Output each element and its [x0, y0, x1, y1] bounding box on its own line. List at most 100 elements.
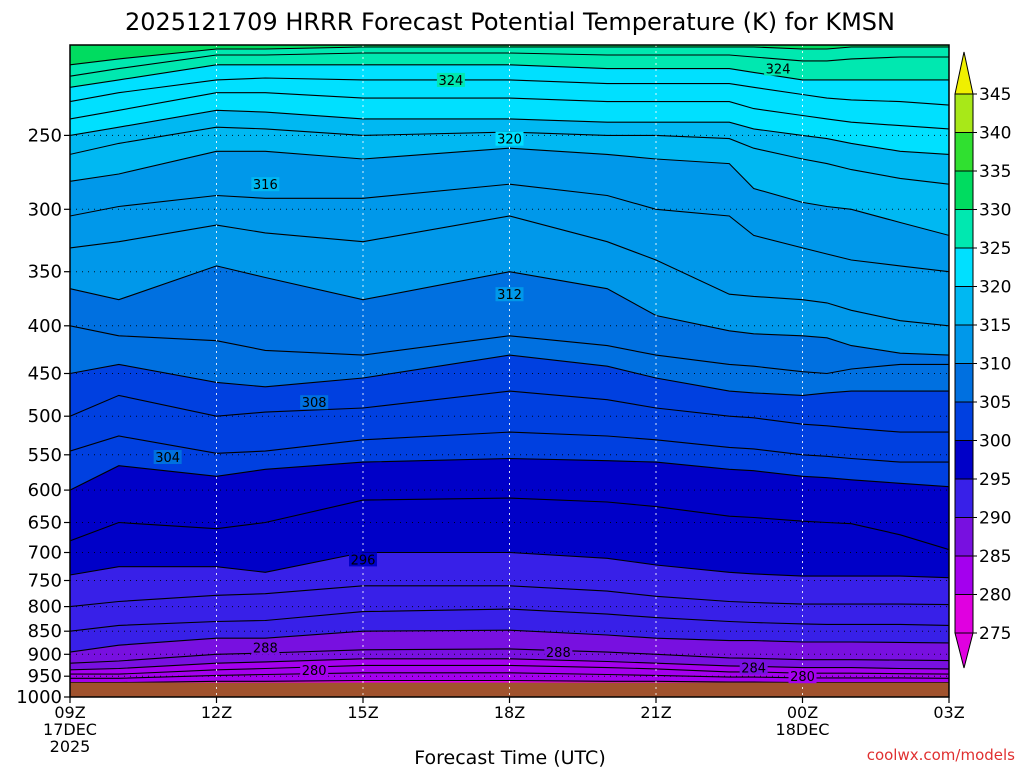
- x-tick-label: 18Z: [494, 703, 525, 722]
- contour-label-bg: [495, 287, 524, 302]
- colorbar: 345 340 335 330 325 320 315 310 305 300 295 290 285 2…: [954, 51, 1011, 669]
- isentrope-292: [70, 608, 949, 632]
- contour-label: 324: [766, 63, 791, 78]
- colorbar-band: [954, 517, 974, 557]
- isentrope-300: [70, 457, 949, 491]
- colorbar-label: 290: [979, 509, 1011, 529]
- colorbar-label: 295: [979, 470, 1011, 490]
- isentrope-304: [70, 390, 949, 433]
- contour-label-bg: [251, 640, 280, 655]
- isentrope-308: [70, 325, 949, 375]
- y-tick-label: 300: [28, 199, 62, 220]
- y-tick-label: 1000: [16, 687, 62, 708]
- colorbar-label: 345: [979, 85, 1011, 105]
- isentrope-306: [70, 354, 949, 396]
- colorbar-band: [954, 324, 974, 364]
- contour-label-bg: [436, 72, 465, 87]
- isentrope-302: [70, 431, 949, 463]
- colorbar-band: [954, 286, 974, 326]
- x-tick-label: 17DEC: [43, 720, 97, 739]
- y-tick-label: 700: [28, 543, 62, 564]
- colorbar-label: 305: [979, 393, 1011, 413]
- colorbar-band: [954, 209, 974, 249]
- colorbar-band: [954, 401, 974, 441]
- x-tick-label: 18DEC: [776, 720, 830, 739]
- isentrope-294: [70, 585, 949, 608]
- colorbar-label: 275: [979, 624, 1011, 644]
- y-tick-label: 350: [28, 262, 62, 283]
- contour-label-bg: [300, 395, 329, 410]
- colorbar-label: 280: [979, 586, 1011, 606]
- isentrope-326: [70, 64, 949, 88]
- isentrope-314: [70, 183, 949, 273]
- contour-label-bg: [788, 669, 817, 684]
- contour-label: 296: [351, 553, 376, 568]
- isentrope-312: [70, 215, 949, 327]
- colorbar-label: 330: [979, 201, 1011, 221]
- credit-text: coolwx.com/models: [867, 746, 1015, 764]
- contour-label-bg: [251, 177, 280, 192]
- contour-label-bg: [349, 552, 377, 567]
- contour-label-bg: [544, 645, 573, 660]
- y-tick-label: 550: [28, 445, 62, 466]
- isentrope-322: [70, 92, 949, 130]
- colorbar-label: 310: [979, 355, 1011, 375]
- x-tick-label: 09Z: [54, 703, 85, 722]
- theta-band-326: [70, 45, 949, 88]
- contour-label: 288: [546, 646, 571, 661]
- colorbar-label: 335: [979, 162, 1011, 182]
- colorbar-band: [954, 594, 974, 634]
- colorbar-band: [954, 478, 974, 518]
- contour-label: 288: [253, 642, 278, 657]
- contour-label: 308: [302, 396, 327, 411]
- x-tick-label: 03Z: [933, 703, 964, 722]
- isentrope-324: [70, 77, 949, 106]
- y-tick-label: 900: [28, 644, 62, 665]
- y-tick-label: 250: [28, 125, 62, 146]
- isentrope-290: [70, 629, 949, 653]
- colorbar-label: 285: [979, 547, 1011, 567]
- y-tick-label: 950: [28, 666, 62, 687]
- colorbar-label: 300: [979, 432, 1011, 452]
- theta-band-328: [70, 45, 949, 77]
- y-tick-label: 600: [28, 480, 62, 501]
- x-axis-label: Forecast Time (UTC): [414, 747, 605, 768]
- isentrope-296: [70, 551, 949, 579]
- contour-label-bg: [153, 450, 182, 465]
- colorbar-band: [954, 440, 974, 480]
- y-tick-label: 800: [28, 597, 62, 618]
- contour-label-bg: [300, 662, 329, 677]
- colorbar-label: 315: [979, 316, 1011, 336]
- y-tick-label: 500: [28, 406, 62, 427]
- ground-below-surface: [70, 682, 949, 697]
- colorbar-band: [954, 247, 974, 287]
- isentrope-284: [70, 664, 949, 675]
- contour-label-layer: 324 324 320 316 312 308 304 296 288 288 284 280 280: [153, 61, 817, 685]
- contour-label: 324: [438, 74, 463, 89]
- colorbar-label: 340: [979, 124, 1011, 144]
- x-tick-label: 2025: [50, 737, 91, 756]
- contour-label: 280: [790, 670, 815, 685]
- colorbar-band: [954, 132, 974, 172]
- contour-label: 316: [253, 178, 278, 193]
- contour-label: 320: [497, 133, 522, 148]
- x-tick-label: 15Z: [347, 703, 378, 722]
- contour-label-bg: [495, 131, 524, 146]
- theta-fill-layer: [70, 45, 949, 697]
- chart-title: 2025121709 HRRR Forecast Potential Tempe…: [125, 8, 895, 36]
- y-axis: 2503003504004505005506006507007508008509…: [16, 125, 70, 708]
- colorbar-band: [954, 555, 974, 595]
- contour-label-bg: [739, 660, 768, 675]
- isentrope-298: [70, 497, 949, 551]
- x-tick-label: 00Z: [787, 703, 818, 722]
- colorbar-band: [954, 93, 974, 133]
- contour-label: 280: [302, 664, 327, 679]
- x-tick-label: 12Z: [201, 703, 232, 722]
- colorbar-label: 320: [979, 278, 1011, 298]
- isentrope-328: [70, 52, 949, 77]
- y-tick-label: 450: [28, 364, 62, 385]
- contour-label: 312: [497, 288, 522, 303]
